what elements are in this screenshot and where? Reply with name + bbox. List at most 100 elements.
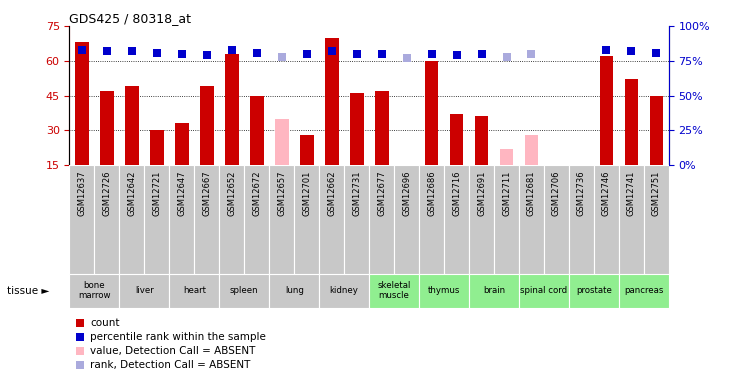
Bar [150, 130, 164, 165]
Text: lung: lung [285, 286, 303, 295]
Point [76, 47, 88, 53]
Text: liver: liver [135, 286, 154, 295]
Bar [419, 165, 444, 274]
Bar [400, 165, 414, 172]
Point [201, 53, 213, 58]
Point [601, 47, 613, 53]
Text: value, Detection Call = ABSENT: value, Detection Call = ABSENT [91, 346, 256, 356]
Text: GSM12642: GSM12642 [127, 170, 137, 216]
Text: GSM12647: GSM12647 [178, 170, 186, 216]
Bar [644, 165, 669, 274]
Bar [319, 274, 369, 308]
Text: thymus: thymus [428, 286, 461, 295]
Point [75, 362, 86, 368]
Bar [419, 274, 469, 308]
Bar [200, 86, 213, 165]
Point [376, 51, 387, 57]
Text: GSM12691: GSM12691 [477, 170, 486, 216]
Bar [519, 165, 544, 274]
Text: GSM12681: GSM12681 [527, 170, 536, 216]
Text: GSM12637: GSM12637 [77, 170, 86, 216]
Point [351, 51, 363, 57]
Bar [219, 165, 244, 274]
Text: kidney: kidney [330, 286, 359, 295]
Point [75, 320, 86, 326]
Bar [170, 165, 194, 274]
Point [651, 50, 662, 55]
Bar [450, 114, 463, 165]
Bar [619, 274, 669, 308]
Text: skeletal
muscle: skeletal muscle [377, 281, 411, 300]
Bar [325, 38, 338, 165]
Text: GSM12726: GSM12726 [102, 170, 111, 216]
Point [151, 50, 163, 55]
Text: GSM12706: GSM12706 [552, 170, 561, 216]
Bar [100, 91, 114, 165]
Bar [350, 93, 363, 165]
Bar [194, 165, 219, 274]
Text: GSM12741: GSM12741 [627, 170, 636, 216]
Text: prostate: prostate [576, 286, 612, 295]
Point [626, 48, 637, 54]
Bar [544, 165, 569, 274]
Text: GSM12746: GSM12746 [602, 170, 611, 216]
Text: GSM12662: GSM12662 [327, 170, 336, 216]
Bar [125, 86, 139, 165]
Point [476, 51, 488, 57]
Text: bone
marrow: bone marrow [78, 281, 110, 300]
Point [226, 47, 238, 53]
Text: pancreas: pancreas [624, 286, 664, 295]
Bar [175, 123, 189, 165]
Bar [569, 165, 594, 274]
Point [326, 48, 338, 54]
Bar [170, 274, 219, 308]
Text: count: count [91, 318, 120, 328]
Text: GSM12686: GSM12686 [427, 170, 436, 216]
Bar [369, 165, 394, 274]
Text: GDS425 / 80318_at: GDS425 / 80318_at [69, 12, 192, 25]
Bar [344, 165, 369, 274]
Text: GSM12672: GSM12672 [252, 170, 261, 216]
Text: GSM12716: GSM12716 [452, 170, 461, 216]
Point [75, 334, 86, 340]
Text: GSM12721: GSM12721 [152, 170, 162, 216]
Bar [525, 135, 538, 165]
Bar [394, 165, 419, 274]
Bar [599, 56, 613, 165]
Bar [294, 165, 319, 274]
Text: GSM12667: GSM12667 [202, 170, 211, 216]
Text: tissue ►: tissue ► [7, 286, 50, 296]
Bar [469, 274, 519, 308]
Bar [69, 165, 94, 274]
Bar [119, 165, 145, 274]
Bar [425, 61, 439, 165]
Text: GSM12731: GSM12731 [352, 170, 361, 216]
Bar [569, 274, 619, 308]
Bar [269, 165, 294, 274]
Bar [444, 165, 469, 274]
Point [401, 55, 412, 61]
Text: spleen: spleen [230, 286, 259, 295]
Bar [375, 91, 388, 165]
Bar [269, 274, 319, 308]
Bar [69, 274, 119, 308]
Bar [594, 165, 619, 274]
Point [176, 51, 188, 57]
Bar [250, 96, 264, 165]
Text: GSM12701: GSM12701 [302, 170, 311, 216]
Bar [650, 96, 663, 165]
Text: brain: brain [483, 286, 505, 295]
Point [126, 48, 137, 54]
Bar [75, 42, 88, 165]
Bar [94, 165, 119, 274]
Text: spinal cord: spinal cord [520, 286, 567, 295]
Text: GSM12657: GSM12657 [277, 170, 287, 216]
Bar [619, 165, 644, 274]
Bar [519, 274, 569, 308]
Point [75, 348, 86, 354]
Text: GSM12736: GSM12736 [577, 170, 586, 216]
Bar [145, 165, 170, 274]
Text: rank, Detection Call = ABSENT: rank, Detection Call = ABSENT [91, 360, 251, 370]
Bar [319, 165, 344, 274]
Point [501, 54, 512, 60]
